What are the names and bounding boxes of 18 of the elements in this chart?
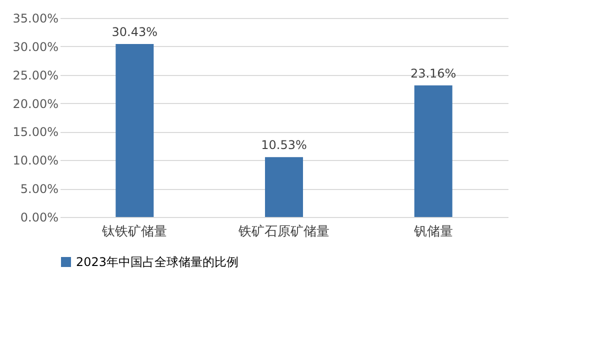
bar bbox=[265, 157, 303, 217]
bar bbox=[116, 44, 154, 217]
y-tick-label: 5.00% bbox=[20, 182, 58, 196]
y-tick-label: 30.00% bbox=[12, 40, 58, 54]
x-tick-label: 钒储量 bbox=[412, 224, 453, 240]
bar bbox=[414, 85, 452, 217]
y-tick-label: 0.00% bbox=[20, 210, 58, 224]
y-tick-label: 35.00% bbox=[12, 12, 58, 26]
y-tick-label: 15.00% bbox=[12, 125, 58, 140]
x-tick-label: 铁矿石原矿储量 bbox=[238, 224, 330, 240]
y-tick-label: 10.00% bbox=[12, 154, 58, 168]
y-tick-label: 25.00% bbox=[12, 68, 58, 82]
data-label: 10.53% bbox=[261, 138, 307, 152]
data-label: 23.16% bbox=[410, 66, 456, 80]
y-tick-label: 20.00% bbox=[12, 96, 58, 111]
x-tick-label: 钛铁矿储量 bbox=[101, 224, 168, 240]
legend-label: 2023年中国占全球储量的比例 bbox=[76, 255, 239, 269]
data-label: 30.43% bbox=[112, 24, 158, 39]
